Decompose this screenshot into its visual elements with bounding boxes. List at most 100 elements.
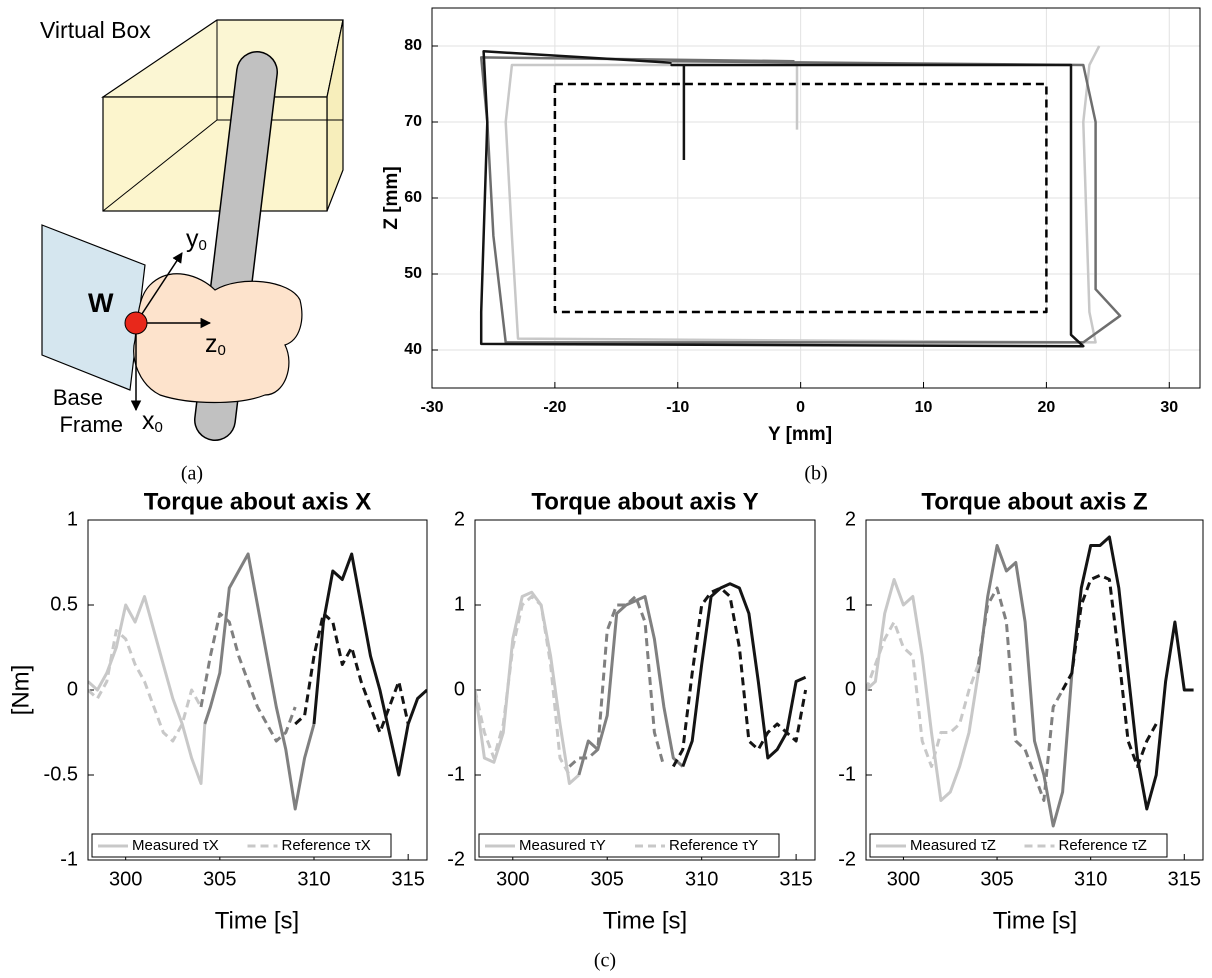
legend-label: Measured τX (132, 837, 219, 854)
y-tick-label: 40 (404, 341, 422, 358)
x-axis-label: Time [s] (603, 907, 687, 934)
legend-label: Reference τZ (1059, 837, 1147, 854)
caption: (a) (181, 463, 203, 485)
series-line (479, 50, 1085, 348)
frame-label: Base (53, 385, 103, 410)
chart-title: Torque about axis Y (531, 488, 758, 515)
series-line (475, 595, 571, 776)
series-line (976, 586, 1064, 802)
y-tick-label: 0.5 (50, 593, 78, 615)
chart: 300 305 310 315 -2 -1 0 1 2 Time [s] Torque about … (838, 488, 1204, 934)
axis-label: z0 (205, 330, 226, 359)
x-axis-label: Time [s] (993, 907, 1077, 934)
legend-box (869, 833, 1168, 858)
series-line (976, 544, 1074, 828)
base-panel (41, 224, 146, 391)
hand (133, 273, 303, 404)
axis-label: y0 (186, 225, 207, 254)
x-tick-label: 305 (591, 868, 624, 890)
y-tick-label: 1 (845, 593, 856, 615)
y-axis-label: Z [mm] (381, 166, 402, 229)
wrist-point (124, 311, 148, 335)
y-tick-label: -2 (447, 848, 465, 870)
plot-frame (87, 519, 428, 861)
series-line (1061, 573, 1158, 768)
chart: 300 305 310 315 -1 -0.5 0 0.5 1 Time [s] [Nm] Torqu… (7, 488, 428, 934)
series-line (671, 586, 808, 768)
y-tick-label: 80 (404, 37, 422, 54)
axis-sub: 0 (218, 342, 226, 359)
plot-frame (474, 519, 816, 861)
x-tick-label: -30 (420, 399, 443, 416)
legend-label: Reference τY (669, 837, 758, 854)
series-group (88, 552, 427, 811)
series-line (203, 552, 316, 811)
plot-frame (431, 7, 1201, 389)
y-tick-label: 1 (454, 593, 465, 615)
chart-title: Torque about axis X (144, 488, 372, 515)
y-tick-label: -1 (838, 763, 856, 785)
chart: -30 -20 -10 0 10 20 30 40 50 60 70 80 Y [mm] Z [mm] (b… (381, 7, 1201, 485)
series-line (199, 612, 297, 743)
axis-sub: 0 (155, 419, 163, 436)
point-label: W (88, 288, 114, 318)
axis-label: x0 (142, 407, 163, 436)
series-line (1070, 535, 1194, 811)
x-tick-label: 310 (1074, 868, 1107, 890)
y-tick-label: 1 (67, 508, 78, 530)
caption: (c) (594, 950, 616, 972)
x-tick-label: 0 (796, 399, 805, 416)
series-line (553, 82, 1048, 314)
series-line (568, 595, 666, 768)
chart: 300 305 310 315 -2 -1 0 1 2 Time [s] Torque about … (447, 488, 816, 934)
box-front (102, 96, 328, 212)
x-tick-label: 310 (297, 868, 330, 890)
x-tick-label: 10 (915, 399, 933, 416)
series-line (866, 620, 980, 768)
legend-label: Reference τX (282, 837, 371, 854)
y-tick-label: 0 (67, 678, 78, 700)
y-tick-label: -0.5 (44, 763, 78, 785)
y-tick-label: 2 (454, 508, 465, 530)
axis-letter: z (205, 330, 218, 358)
x-tick-label: -10 (666, 399, 689, 416)
x-tick-label: 300 (887, 868, 920, 890)
y-tick-label: 0 (454, 678, 465, 700)
x-tick-label: 300 (109, 868, 142, 890)
series-line (681, 582, 807, 768)
x-tick-label: 315 (391, 868, 424, 890)
x-tick-label: 30 (1160, 399, 1178, 416)
chart-title: Torque about axis Z (921, 488, 1147, 515)
series-group (475, 582, 808, 785)
series-line (577, 595, 684, 776)
series-line (312, 552, 427, 777)
y-tick-label: 50 (404, 265, 422, 282)
y-tick-label: -1 (447, 763, 465, 785)
y-tick-label: 60 (404, 189, 422, 206)
frame-label: Frame (59, 412, 123, 437)
series-group (866, 535, 1194, 828)
y-tick-label: -2 (838, 848, 856, 870)
x-axis-label: Time [s] (215, 907, 299, 934)
caption: (b) (804, 463, 827, 485)
box-edge (102, 119, 218, 212)
series-group (479, 45, 1122, 348)
series-line (88, 629, 203, 743)
x-tick-label: -20 (543, 399, 566, 416)
series-line (294, 612, 410, 734)
series-line (504, 45, 1101, 344)
legend-box (478, 833, 780, 858)
plot-frame (865, 519, 1204, 861)
x-tick-label: 20 (1038, 399, 1056, 416)
y-tick-label: 0 (845, 678, 856, 700)
legend-box (91, 833, 392, 858)
series-line (88, 595, 207, 785)
y-axis-arrow (135, 252, 183, 324)
x-tick-label: 310 (685, 868, 718, 890)
y-tick-label: 2 (845, 508, 856, 530)
y-axis-label: [Nm] (7, 665, 34, 716)
legend-label: Measured τY (519, 837, 606, 854)
x-tick-label: 315 (779, 868, 812, 890)
axis-sub: 0 (199, 237, 207, 254)
